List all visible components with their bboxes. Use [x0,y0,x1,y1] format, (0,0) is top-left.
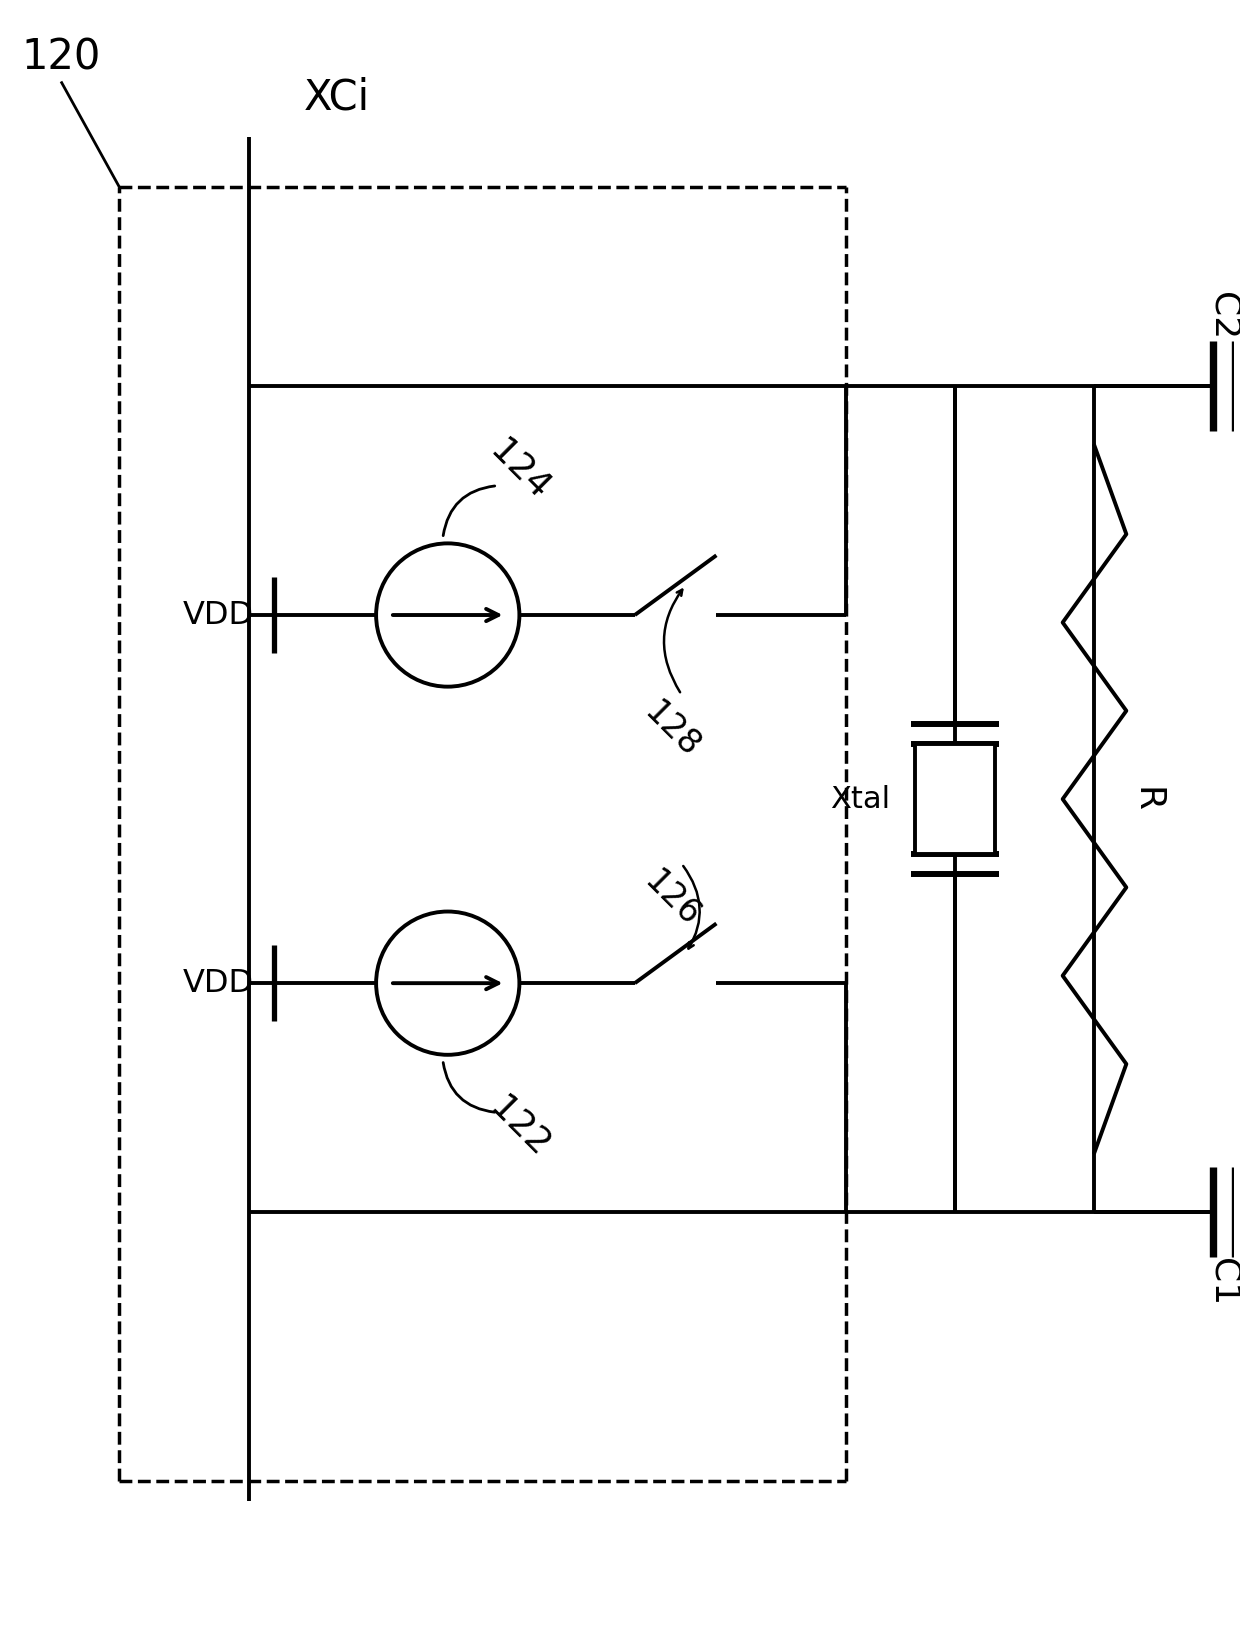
Text: VDD: VDD [182,600,254,631]
Text: R: R [1130,786,1163,812]
Text: XCi: XCi [304,77,370,119]
Text: Xtal: Xtal [831,784,890,814]
Text: VDD: VDD [182,967,254,998]
Text: 120: 120 [22,38,102,78]
Text: C1: C1 [1207,1258,1240,1306]
Text: 122: 122 [482,1092,556,1163]
Text: 126: 126 [637,864,706,933]
Bar [915,745,994,855]
Text: 124: 124 [482,435,556,507]
Text: C2: C2 [1207,292,1240,340]
Text: 128: 128 [637,694,706,763]
